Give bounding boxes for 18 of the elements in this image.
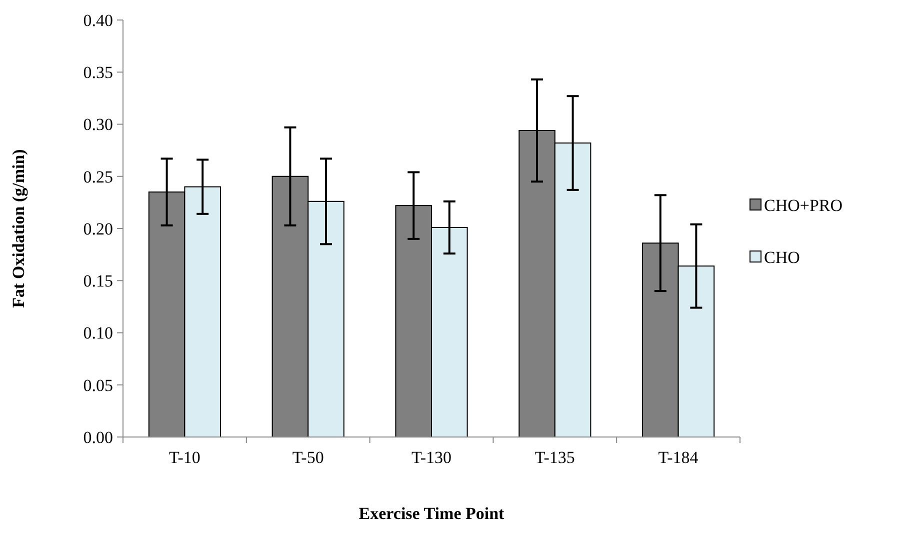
y-tick-label: 0.25 bbox=[83, 167, 113, 186]
legend-label: CHO bbox=[764, 248, 800, 267]
y-tick-label: 0.35 bbox=[83, 63, 113, 82]
y-tick-label: 0.05 bbox=[83, 376, 113, 395]
x-axis-title: Exercise Time Point bbox=[358, 504, 505, 523]
y-axis-title: Fat Oxidation (g/min) bbox=[9, 149, 28, 308]
x-tick-label: T-130 bbox=[412, 448, 452, 467]
y-tick-label: 0.20 bbox=[83, 219, 113, 238]
x-tick-label: T-50 bbox=[292, 448, 324, 467]
y-tick-label: 0.40 bbox=[83, 10, 113, 30]
y-tick-label: 0.10 bbox=[83, 324, 113, 343]
x-tick-label: T-10 bbox=[168, 448, 200, 467]
legend-label: CHO+PRO bbox=[764, 196, 843, 215]
y-tick-label: 0.30 bbox=[83, 115, 113, 134]
y-tick-label: 0.00 bbox=[83, 428, 113, 447]
x-tick-label: T-135 bbox=[534, 448, 575, 467]
x-tick-label: T-184 bbox=[658, 448, 699, 467]
y-tick-label: 0.15 bbox=[83, 272, 113, 291]
